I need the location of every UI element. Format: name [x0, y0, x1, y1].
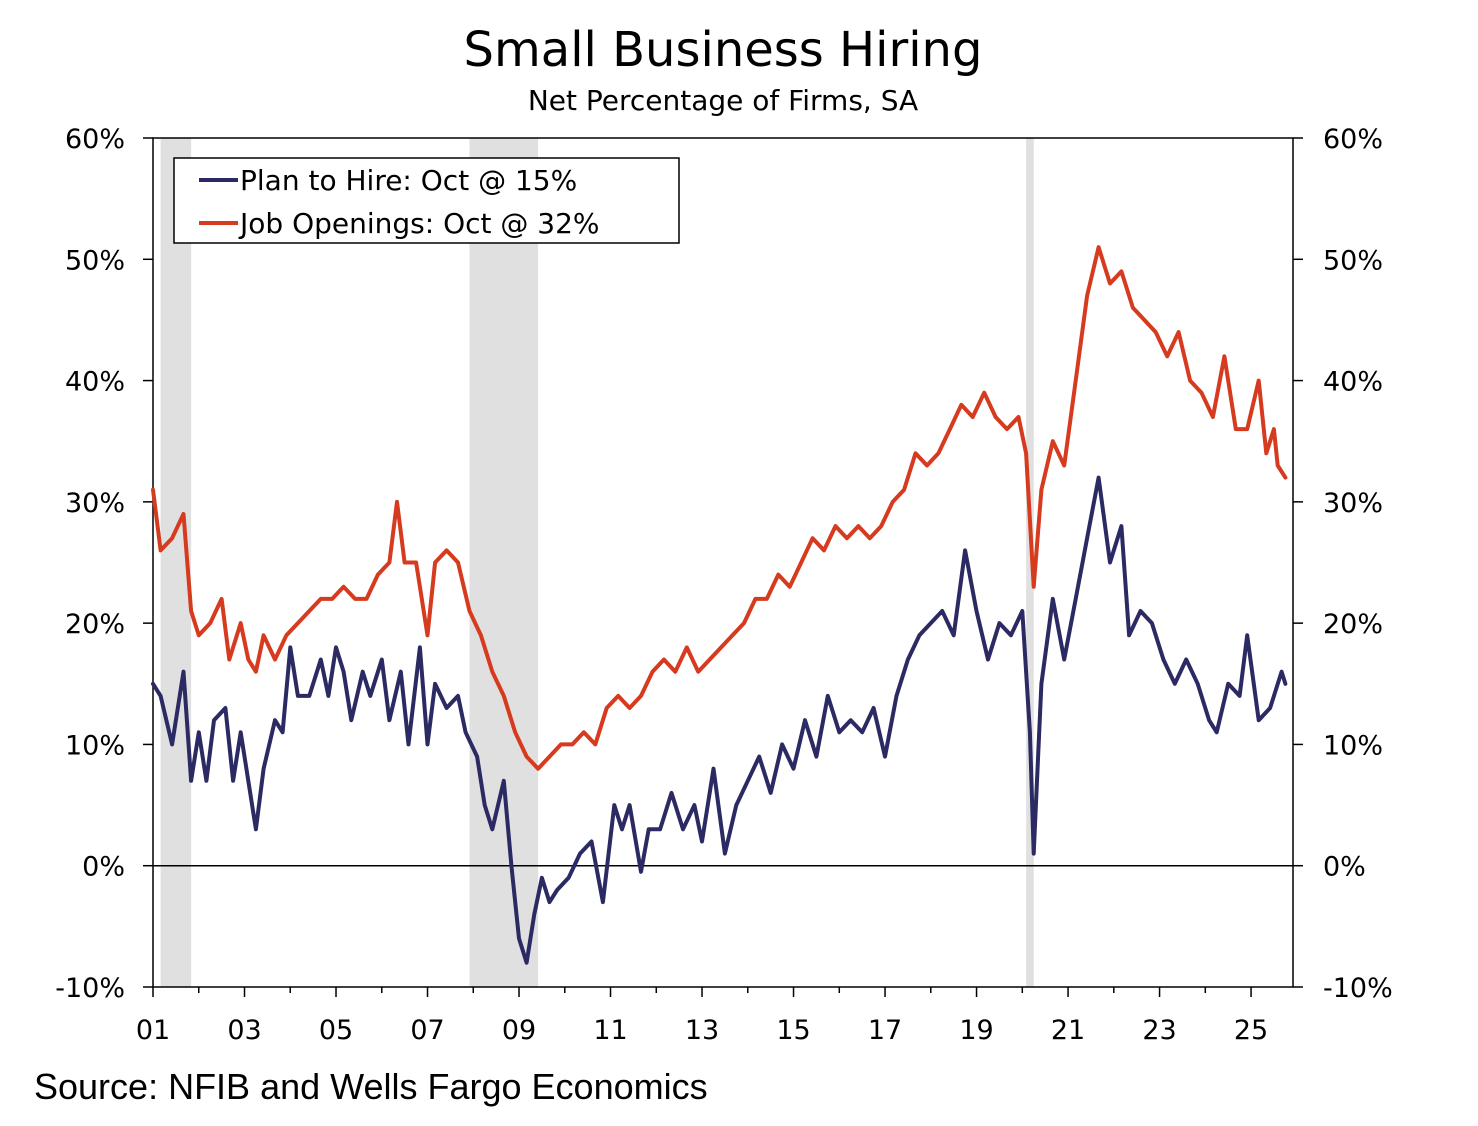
y-tick-label-left: 20%: [65, 609, 125, 640]
legend-label-0: Plan to Hire: Oct @ 15%: [240, 164, 577, 197]
y-tick-label-right: 20%: [1323, 609, 1383, 640]
y-tick-label-right: -10%: [1323, 973, 1393, 1004]
x-tick-label: 13: [685, 1015, 719, 1046]
y-tick-label-left: 40%: [65, 367, 125, 398]
y-tick-label-left: 10%: [65, 730, 125, 761]
x-tick-label: 07: [410, 1015, 444, 1046]
x-tick-label: 25: [1234, 1015, 1268, 1046]
chart-subtitle: Net Percentage of Firms, SA: [527, 84, 919, 117]
x-tick-label: 03: [227, 1015, 261, 1046]
plot-frame: [152, 137, 1294, 988]
y-tick-label-right: 30%: [1323, 488, 1383, 519]
legend-box: [173, 157, 680, 244]
x-tick-label: 11: [593, 1015, 627, 1046]
y-tick-label-left: -10%: [55, 973, 125, 1004]
recession-band-2: [1026, 138, 1034, 987]
series-line-1: [151, 245, 1288, 771]
legend-label-1: Job Openings: Oct @ 32%: [238, 207, 600, 240]
x-tick-label: 09: [502, 1015, 536, 1046]
recession-band-1: [469, 138, 539, 987]
y-tick-label-right: 50%: [1323, 245, 1383, 276]
x-tick-label: 05: [319, 1015, 353, 1046]
y-tick-label-right: 0%: [1323, 852, 1366, 883]
source-note: Source: NFIB and Wells Fargo Economics: [34, 1066, 708, 1107]
series-line-0: [151, 475, 1288, 965]
x-tick-label: 19: [959, 1015, 993, 1046]
y-tick-label-right: 40%: [1323, 367, 1383, 398]
y-tick-label-left: 30%: [65, 488, 125, 519]
x-tick-label: 01: [136, 1015, 170, 1046]
x-tick-label: 15: [776, 1015, 810, 1046]
chart-title: Small Business Hiring: [463, 22, 983, 78]
legend: Plan to Hire: Oct @ 15% Job Openings: Oct…: [173, 157, 680, 244]
x-tick-label: 21: [1051, 1015, 1085, 1046]
x-tick-label: 17: [868, 1015, 902, 1046]
y-tick-label-left: 60%: [65, 124, 125, 155]
y-tick-label-left: 50%: [65, 245, 125, 276]
y-tick-label-left: 0%: [82, 852, 125, 883]
y-tick-label-right: 10%: [1323, 730, 1383, 761]
y-tick-label-right: 60%: [1323, 124, 1383, 155]
x-tick-label: 23: [1142, 1015, 1176, 1046]
line-chart: -10% -10% 0% 0% 10% 10% 20% 20% 30% 30% 40% 40% 50% 5…: [55, 124, 1393, 1046]
